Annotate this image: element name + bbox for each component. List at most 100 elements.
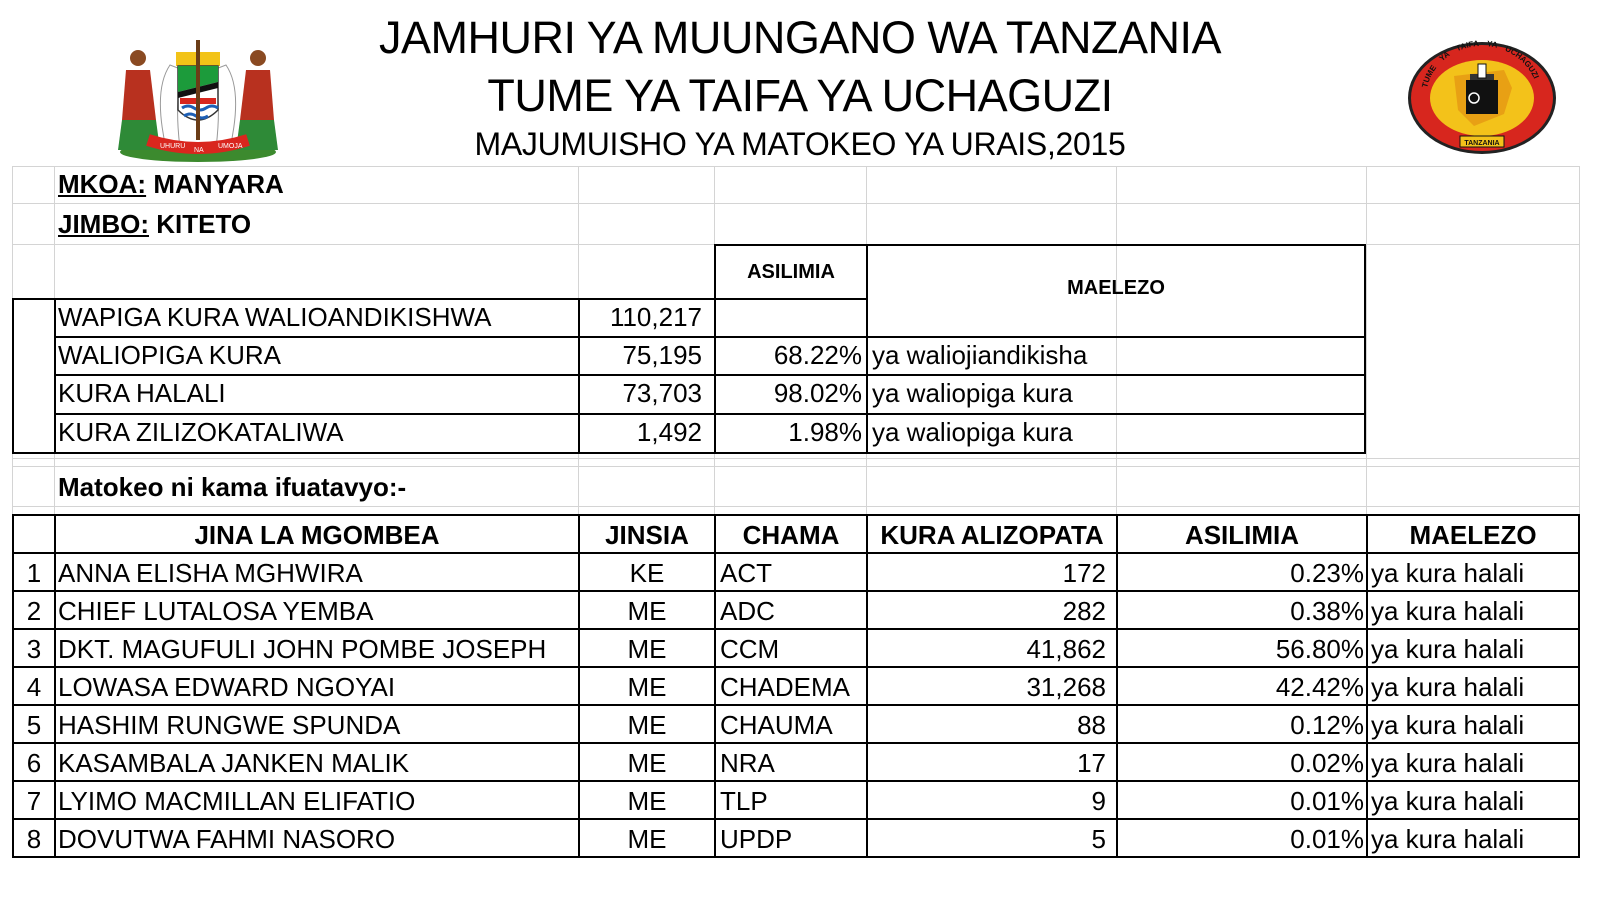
candidate-name: ANNA ELISHA MGHWIRA <box>58 558 363 588</box>
gridline <box>1579 166 1580 516</box>
title-line-1: JAMHURI YA MUUNGANO WA TANZANIA <box>378 12 1222 63</box>
candidate-votes: 5 <box>1091 824 1106 854</box>
candidate-votes: 9 <box>1091 786 1106 816</box>
summary-percent: 98.02% <box>773 378 862 408</box>
summary-asilimia-header: ASILIMIA <box>747 261 835 283</box>
summary-percent: 68.22% <box>773 340 862 370</box>
candidate-percent: 56.80% <box>1275 634 1364 664</box>
candidate-party: CHAUMA <box>720 710 833 740</box>
summary-value: 75,195 <box>622 340 702 370</box>
border <box>54 514 56 858</box>
candidate-note: ya kura halali <box>1371 634 1525 664</box>
gridline <box>12 458 1580 459</box>
jimbo-label: JIMBO: <box>58 209 149 239</box>
candidate-name: HASHIM RUNGWE SPUNDA <box>58 710 401 740</box>
summary-note: ya waliojiandikisha <box>872 340 1088 370</box>
motto-na: NA <box>194 147 204 154</box>
border <box>12 514 1580 516</box>
border <box>12 552 1580 554</box>
border <box>866 514 868 858</box>
mkoa-row: MKOA: MANYARA <box>58 171 284 197</box>
candidate-name: LYIMO MACMILLAN ELIFATIO <box>58 786 416 816</box>
candidate-gender: ME <box>627 786 667 816</box>
mkoa-label: MKOA: <box>58 169 147 199</box>
border <box>714 244 716 454</box>
candidate-note: ya kura halali <box>1371 824 1525 854</box>
candidate-votes: 41,862 <box>1026 634 1106 664</box>
header-jina: JINA LA MGOMBEA <box>194 520 440 550</box>
candidate-percent: 0.01% <box>1290 786 1364 816</box>
candidate-party: NRA <box>720 748 775 778</box>
border <box>12 666 1580 668</box>
summary-label: KURA HALALI <box>58 378 226 408</box>
candidate-gender: ME <box>627 824 667 854</box>
candidate-party: CHADEMA <box>720 672 851 702</box>
candidate-note: ya kura halali <box>1371 710 1525 740</box>
gridline <box>1116 166 1117 516</box>
header-jinsia: JINSIA <box>605 520 689 550</box>
border <box>714 514 716 858</box>
row-number: 3 <box>26 634 42 664</box>
row-number: 4 <box>26 672 42 702</box>
mkoa-value: MANYARA <box>153 169 284 199</box>
gridline <box>12 506 1580 507</box>
seal-text-ya-2: YA <box>1487 39 1499 50</box>
border <box>54 298 56 454</box>
header-chama: CHAMA <box>742 520 840 550</box>
candidate-percent: 0.02% <box>1290 748 1364 778</box>
candidate-gender: ME <box>627 710 667 740</box>
candidate-percent: 0.12% <box>1290 710 1364 740</box>
header-asilimia: ASILIMIA <box>1184 520 1300 550</box>
candidate-party: TLP <box>720 786 768 816</box>
candidate-gender: ME <box>627 748 667 778</box>
border <box>12 704 1580 706</box>
gridline <box>1366 166 1367 516</box>
candidate-note: ya kura halali <box>1371 596 1525 626</box>
candidate-votes: 88 <box>1077 710 1106 740</box>
border <box>54 374 1366 376</box>
candidate-note: ya kura halali <box>1371 786 1525 816</box>
summary-maelezo-header: MAELEZO <box>1067 277 1165 299</box>
summary-note: ya waliopiga kura <box>872 378 1073 408</box>
summary-label: WAPIGA KURA WALIOANDIKISHWA <box>58 302 492 332</box>
border <box>866 244 868 454</box>
border <box>12 628 1580 630</box>
coat-of-arms-logo: UHURU NA UMOJA <box>118 40 278 162</box>
candidate-name: KASAMBALA JANKEN MALIK <box>58 748 410 778</box>
candidate-percent: 0.38% <box>1290 596 1364 626</box>
row-number: 6 <box>26 748 42 778</box>
candidate-party: CCM <box>720 634 780 664</box>
title-line-2: TUME YA TAIFA YA UCHAGUZI <box>487 70 1113 121</box>
subtitle: MAJUMUISHO YA MATOKEO YA URAIS,2015 <box>474 126 1126 162</box>
candidate-percent: 42.42% <box>1275 672 1364 702</box>
electoral-commission-seal-logo: TUME YA TAIFA YA UCHAGUZI TANZANIA <box>1408 39 1556 154</box>
border <box>714 244 1366 246</box>
results-sheet: MKOA: MANYARA JIMBO: KITETO ASILIMIA MAE… <box>12 166 1580 886</box>
border <box>12 514 14 858</box>
candidate-gender: ME <box>627 672 667 702</box>
gridline <box>12 466 1580 467</box>
border <box>12 780 1580 782</box>
border <box>1116 514 1118 858</box>
row-number: 2 <box>26 596 42 626</box>
border <box>12 742 1580 744</box>
seal-text-tanzania: TANZANIA <box>1464 140 1499 147</box>
summary-note: ya waliopiga kura <box>872 417 1073 447</box>
border <box>12 298 14 454</box>
border <box>12 298 866 300</box>
summary-value: 110,217 <box>609 302 702 332</box>
candidate-name: LOWASA EDWARD NGOYAI <box>58 672 396 702</box>
candidate-votes: 172 <box>1062 558 1106 588</box>
summary-value: 73,703 <box>622 378 702 408</box>
candidate-note: ya kura halali <box>1371 558 1525 588</box>
border <box>12 856 1580 858</box>
border <box>1366 514 1368 858</box>
candidate-votes: 17 <box>1077 748 1106 778</box>
candidate-gender: ME <box>627 596 667 626</box>
candidate-gender: ME <box>627 634 667 664</box>
candidate-votes: 31,268 <box>1026 672 1106 702</box>
candidate-party: ACT <box>720 558 772 588</box>
jimbo-value: KITETO <box>156 209 252 239</box>
summary-label: KURA ZILIZOKATALIWA <box>58 417 344 447</box>
candidate-votes: 282 <box>1062 596 1106 626</box>
